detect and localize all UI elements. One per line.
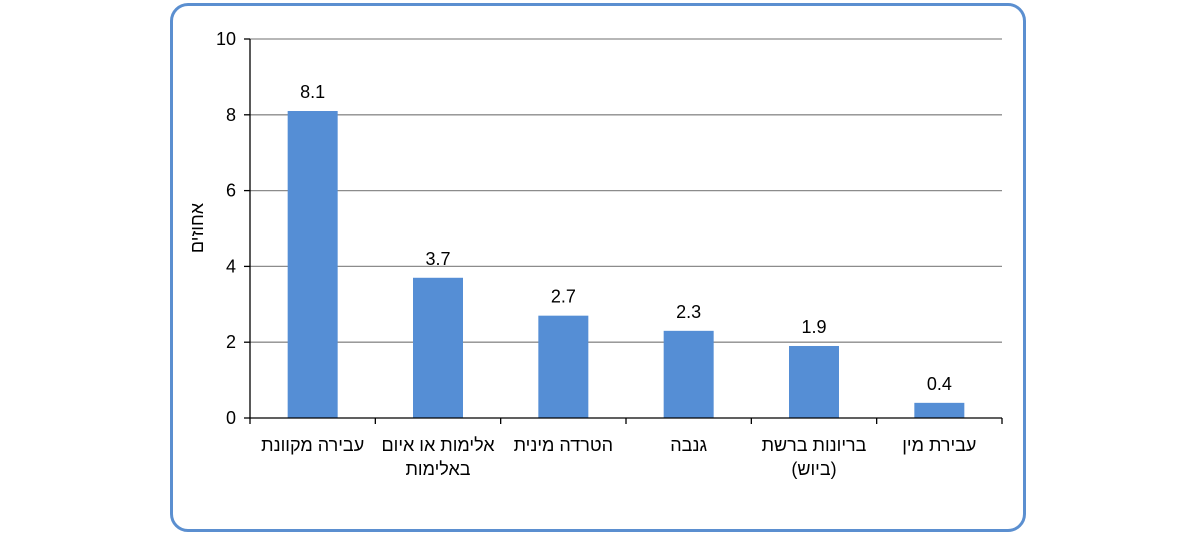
data-label: 2.7 (551, 287, 576, 307)
bars (287, 111, 965, 418)
y-axis-ticks: 0 2 4 6 8 10 (216, 29, 250, 428)
data-labels: 8.1 3.7 2.7 2.3 1.9 0.4 (300, 82, 952, 394)
bar (287, 111, 338, 418)
y-tick-label: 10 (216, 29, 236, 49)
y-tick-label: 2 (226, 332, 236, 352)
bar (413, 277, 463, 418)
bar (663, 330, 714, 418)
y-tick-label: 0 (226, 408, 236, 428)
category-label: בריונות ברשת (762, 435, 867, 455)
y-tick-label: 6 (226, 181, 236, 201)
y-tick-label: 8 (226, 105, 236, 125)
gridlines (250, 38, 1002, 343)
bar (538, 315, 589, 418)
bar (914, 402, 965, 418)
category-label: הטרדה מינית (514, 435, 613, 455)
category-label: באלימות (405, 459, 470, 479)
category-label: עבירה מקוונת (261, 435, 364, 455)
category-label: אלימות או איום (381, 435, 495, 455)
data-label: 1.9 (801, 317, 826, 337)
bar (789, 345, 839, 418)
y-axis-label: אחוזים (187, 202, 207, 253)
category-label: עבירת מין (902, 435, 976, 455)
x-axis (249, 39, 1003, 424)
y-tick-label: 4 (226, 256, 236, 276)
category-label: (ביוש) (791, 459, 836, 479)
data-label: 3.7 (425, 249, 450, 269)
category-labels: עבירה מקוונת אלימות או איום באלימות הטרדה מ… (261, 435, 976, 479)
data-label: 2.3 (676, 302, 701, 322)
category-label: גנבה (670, 435, 707, 455)
data-label: 8.1 (300, 82, 325, 102)
data-label: 0.4 (927, 374, 952, 394)
